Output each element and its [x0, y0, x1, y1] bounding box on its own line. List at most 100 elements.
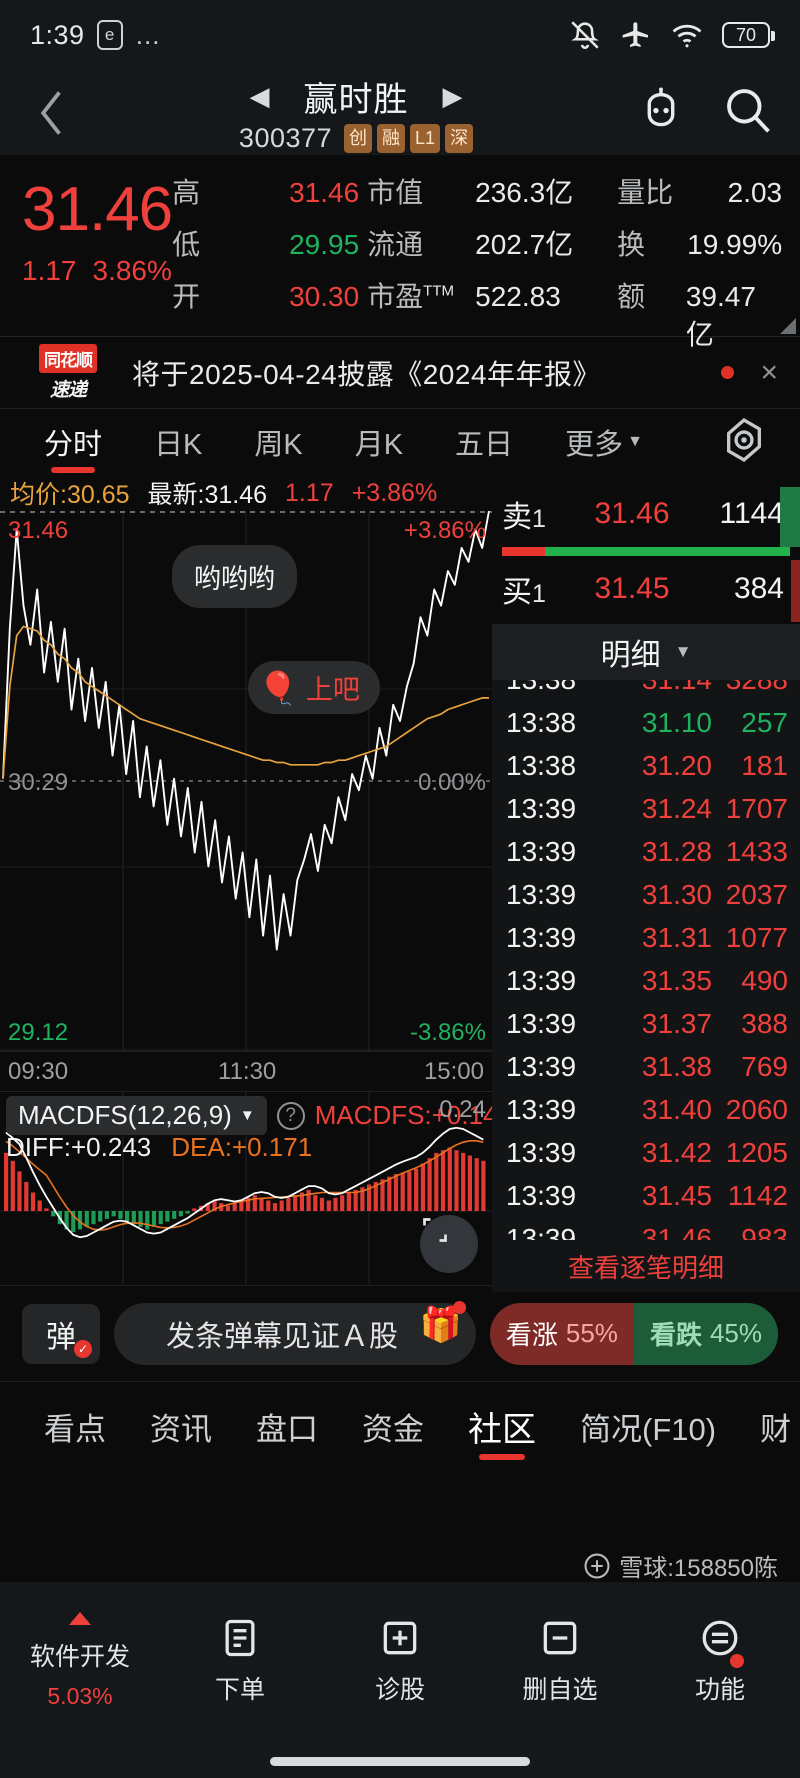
macd-indicator-selector[interactable]: MACDFS(12,26,9) ▼ [6, 1096, 267, 1135]
intraday-price-chart[interactable]: 31.46 +3.86% 30.29 0.00% 29.12 -3.86% 哟哟… [0, 511, 492, 1051]
diagnose-button[interactable]: 诊股 [320, 1616, 480, 1706]
tick-panel-tab[interactable]: 明细 ▼ [492, 624, 800, 680]
sidebar-item-profile-f10[interactable]: 简况(F10) [580, 1412, 717, 1447]
fullscreen-chart-button[interactable] [420, 1215, 478, 1273]
tick-time: 13:39 [506, 1179, 577, 1211]
tick-row[interactable]: 13:39 31.45 1142 [492, 1174, 800, 1217]
sidebar-item-orderbook[interactable]: 盘口 [256, 1412, 318, 1447]
bullish-pct: 55% [565, 1318, 618, 1348]
quote-row-open: 开 30.30 [172, 275, 367, 322]
macd-chart[interactable]: MACDFS(12,26,9) ▼ ? MACDFS:+0.145 DIFF:+… [0, 1091, 512, 1284]
order-book-ask-row[interactable]: 卖1 31.46 1144 [492, 485, 800, 547]
turnover-label: 换 [617, 229, 646, 260]
tick-time: 13:39 [506, 1136, 577, 1168]
tick-row[interactable]: 13:39 31.35 490 [492, 959, 800, 1002]
tick-row[interactable]: 13:39 31.42 1205 [492, 1131, 800, 1174]
back-button[interactable] [26, 83, 78, 143]
order-book-bid-row[interactable]: 买1 31.45 384 [492, 560, 800, 622]
nav-subtitle-row: 300377 创 融 L1 深 [239, 123, 474, 154]
chart-tab-bar: 分时 日K 周K 月K 五日 更多 ▼ [0, 409, 800, 475]
price-change-block: 1.17 3.86% [22, 255, 172, 287]
home-indicator [270, 1757, 530, 1766]
sidebar-item-funds[interactable]: 资金 [362, 1412, 424, 1447]
function-button[interactable]: 功能 [640, 1616, 800, 1706]
tick-row[interactable]: 13:39 31.40 2060 [492, 1088, 800, 1131]
order-book[interactable]: 卖1 31.46 1144 买1 31.45 384 [492, 475, 800, 622]
tick-row[interactable]: 13:38 31.10 257 [492, 701, 800, 744]
tick-row[interactable]: 13:39 31.37 388 [492, 1002, 800, 1045]
buy-sell-ratio-bar [502, 547, 790, 556]
robot-icon[interactable] [634, 83, 688, 142]
sidebar-item-news[interactable]: 资讯 [150, 1412, 212, 1447]
view-all-ticks-link[interactable]: 查看逐笔明细 [492, 1240, 800, 1292]
tick-price: 31.14 [614, 680, 712, 696]
sidebar-item-finance[interactable]: 财 [760, 1412, 792, 1447]
bullish-button[interactable]: 看涨 55% [489, 1302, 634, 1365]
sector-ticker[interactable]: 软件开发 5.03% [0, 1612, 160, 1710]
remove-watchlist-button[interactable]: 删自选 [480, 1616, 640, 1706]
tab-month-k[interactable]: 月K [354, 429, 404, 461]
sidebar-item-viewpoint[interactable]: 看点 [44, 1412, 106, 1447]
tick-volume: 181 [741, 749, 788, 781]
tick-row[interactable]: 13:39 31.30 2037 [492, 873, 800, 916]
tick-row[interactable]: 13:39 31.46 983 [492, 1217, 800, 1241]
tab-more[interactable]: 更多 ▼ [565, 429, 643, 461]
help-icon[interactable]: ? [276, 1101, 305, 1130]
axis-mid-right: 0.00% [417, 769, 486, 796]
ths-express-logo: 同花顺 速递 [22, 343, 114, 402]
attribution-text: 雪球:158850陈 [619, 1555, 778, 1582]
tick-row[interactable]: 13:39 31.31 1077 [492, 916, 800, 959]
target-icon[interactable] [720, 416, 782, 469]
price-change-pct: 3.86% [92, 255, 172, 286]
quote-row-mktcap: 市值 236.3亿 [367, 171, 617, 218]
tab-day-k[interactable]: 日K [154, 429, 203, 461]
sidebar-item-community[interactable]: 社区 [446, 1382, 558, 1471]
next-stock-button[interactable]: ▶ [442, 81, 463, 111]
quote-row-amount: 额 39.47亿 [617, 275, 782, 350]
sentiment-poll[interactable]: 看涨 55% 看跌 45% [489, 1302, 778, 1365]
tick-row[interactable]: 13:39 31.38 769 [492, 1045, 800, 1088]
close-icon[interactable]: × [760, 355, 778, 389]
ratio-sell-segment [545, 547, 790, 556]
quote-panel[interactable]: 31.46 1.17 3.86% 高 31.46 低 29.95 开 30.30 [0, 155, 800, 350]
turnover-value: 19.99% [687, 229, 783, 260]
pe-label: 市盈TTM [367, 281, 454, 312]
danmaku-bubble-1: 哟哟哟 [172, 545, 297, 608]
tick-row[interactable]: 13:39 31.24 1707 [492, 787, 800, 830]
status-time: 1:39 [30, 19, 85, 50]
tick-price: 31.24 [641, 792, 712, 824]
tick-volume: 257 [741, 706, 788, 738]
tick-time: 13:39 [506, 1093, 577, 1125]
quote-col-hlo: 高 31.46 低 29.95 开 30.30 [172, 171, 367, 322]
bearish-button[interactable]: 看跌 45% [633, 1302, 778, 1365]
tab-fenshi[interactable]: 分时 [18, 409, 128, 475]
balloon-icon: 🎈 [258, 669, 298, 706]
tick-row[interactable]: 13:38 31.20 181 [492, 744, 800, 787]
tick-row[interactable]: 13:39 31.28 1433 [492, 830, 800, 873]
price-change: 1.17 [22, 255, 77, 286]
order-button[interactable]: 下单 [160, 1616, 320, 1706]
tab-five-day[interactable]: 五日 [455, 429, 514, 461]
expand-quote-icon[interactable] [780, 318, 796, 334]
danmaku-bubble-2: 🎈 上吧 [248, 661, 380, 714]
danmaku-toggle-button[interactable]: 弹 ✓ [22, 1303, 100, 1364]
tick-price: 31.30 [641, 878, 712, 910]
prev-stock-button[interactable]: ◀ [249, 81, 270, 111]
axis-low-left: 29.12 [8, 1019, 69, 1046]
announcement-banner[interactable]: 同花顺 速递 将于2025-04-24披露《2024年年报》 × [0, 337, 800, 409]
tick-price: 31.10 [641, 706, 712, 738]
snowball-icon [584, 1553, 610, 1578]
tick-list[interactable]: 13:3831.14328813:3831.1025713:3831.20181… [492, 680, 800, 1240]
remove-label: 删自选 [522, 1676, 598, 1704]
amount-label: 额 [617, 281, 646, 312]
function-badge-dot [730, 1654, 744, 1668]
danmaku-bubble-2-text: 上吧 [305, 675, 360, 705]
tab-week-k[interactable]: 周K [254, 429, 303, 461]
tick-price: 31.20 [641, 749, 712, 781]
tick-price: 31.46 [641, 1222, 712, 1241]
search-icon[interactable] [722, 84, 774, 141]
danmaku-input[interactable]: 发条弹幕见证Ａ股 🎁 [114, 1300, 476, 1365]
diff-value: DIFF:+0.243 [6, 1132, 152, 1162]
section-tab-bar: 看点 资讯 盘口 资金 社区 简况(F10) 财 [0, 1381, 800, 1471]
